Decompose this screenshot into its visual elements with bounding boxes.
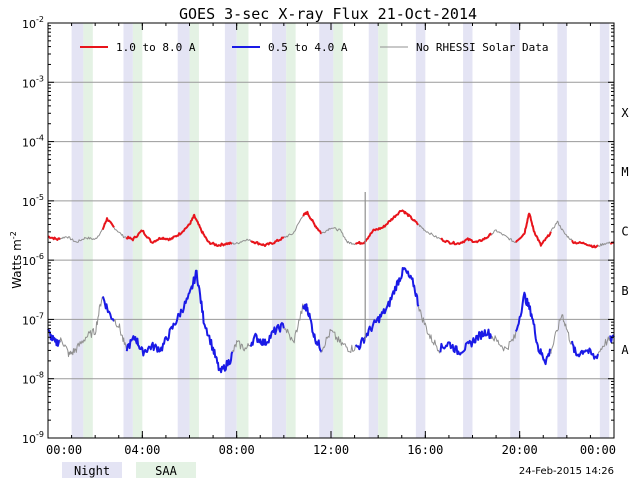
- series-line-short: [125, 269, 234, 374]
- saa-band: [83, 23, 93, 438]
- no-rhessi-segment: [550, 314, 573, 354]
- saa-band: [378, 23, 388, 438]
- x-tick-label: 20:00: [502, 443, 538, 457]
- band-legend-label: SAA: [155, 464, 177, 478]
- series-line-short: [609, 334, 615, 343]
- series-line-long: [250, 236, 285, 247]
- no-rhessi-segment: [550, 220, 573, 241]
- no-rhessi-segment: [283, 215, 304, 238]
- y-tick-label: 10-7: [22, 311, 44, 327]
- no-rhessi-segment: [231, 340, 252, 352]
- no-rhessi-segment: [418, 306, 441, 354]
- no-rhessi-segment: [490, 229, 517, 244]
- no-rhessi-segment: [490, 331, 517, 352]
- x-tick-label: 16:00: [407, 443, 443, 457]
- night-band: [510, 23, 520, 438]
- no-rhessi-segment: [231, 238, 252, 245]
- saa-band: [236, 23, 249, 438]
- flare-class-label: B: [621, 284, 628, 298]
- series-line-long: [515, 212, 552, 247]
- no-rhessi-segment: [321, 227, 356, 246]
- y-tick-labels: 10-2 10-3 10-4 10-5 10-6 10-7 10-8 10-9: [22, 15, 614, 446]
- chart-title: GOES 3-sec X-ray Flux 21-Oct-2014: [179, 5, 477, 23]
- series-line-short: [101, 296, 115, 322]
- data-series: [47, 191, 615, 374]
- y-tick-label: 10-8: [22, 371, 44, 387]
- legend-label: No RHESSI Solar Data: [416, 41, 548, 54]
- series-line-short: [249, 322, 285, 347]
- band-legend: Night SAA: [62, 462, 196, 478]
- y-tick-label: 10-9: [22, 430, 44, 446]
- night-band: [557, 23, 567, 438]
- x-tick-label: 00:00: [580, 443, 616, 457]
- night-band: [71, 23, 84, 438]
- series-line-long: [354, 209, 419, 245]
- legend-label: 1.0 to 8.0 A: [116, 41, 196, 54]
- band-legend-label: Night: [74, 464, 110, 478]
- night-band: [415, 23, 426, 438]
- night-band: [599, 23, 610, 438]
- series-line-long: [571, 239, 599, 249]
- x-tick-label: 04:00: [124, 443, 160, 457]
- legend-label: 0.5 to 4.0 A: [268, 41, 348, 54]
- series-line-long: [125, 213, 233, 247]
- night-band: [123, 23, 133, 438]
- no-rhessi-segment: [113, 227, 127, 239]
- y-axis-label: Watts m-2: [9, 231, 24, 289]
- no-rhessi-segment: [597, 335, 611, 355]
- no-rhessi-segment: [59, 296, 104, 358]
- night-band: [224, 23, 237, 438]
- no-rhessi-segment: [113, 319, 128, 352]
- no-rhessi-segment: [418, 224, 442, 240]
- saa-band: [189, 23, 199, 438]
- series-line-long: [47, 235, 62, 241]
- series-line-short: [571, 340, 599, 360]
- band-legend-swatch: [136, 462, 196, 478]
- saa-band: [132, 23, 143, 438]
- series-line-short: [439, 328, 493, 356]
- night-band: [463, 23, 473, 438]
- x-tick-label: 00:00: [46, 443, 82, 457]
- band-legend-swatch: [62, 462, 122, 478]
- flare-class-labels: X M C B A: [621, 106, 629, 357]
- y-tick-label: 10-2: [22, 15, 44, 31]
- flare-class-label: M: [621, 165, 628, 179]
- no-rhessi-segment: [597, 241, 611, 247]
- y-tick-label: 10-5: [22, 193, 44, 209]
- series-line-long: [101, 217, 115, 231]
- grid-lines: [48, 81, 614, 380]
- flare-class-label: A: [621, 343, 629, 357]
- series-line-short: [355, 267, 420, 351]
- series-line-long: [440, 232, 493, 246]
- series-line-long: [302, 210, 322, 235]
- y-tick-label: 10-3: [22, 74, 44, 90]
- y-tick-label: 10-6: [22, 252, 44, 268]
- series-line-short: [515, 291, 552, 366]
- series-line-short: [302, 303, 323, 353]
- x-tick-labels: 00:00 04:00 08:00 12:00 16:00 20:00 00:00: [46, 23, 616, 457]
- timestamp: 24-Feb-2015 14:26: [519, 466, 614, 477]
- flare-class-label: C: [621, 225, 628, 239]
- no-rhessi-segment: [59, 228, 103, 243]
- x-tick-label: 12:00: [313, 443, 349, 457]
- no-rhessi-segment: [283, 303, 304, 344]
- saa-band: [286, 23, 296, 438]
- flare-class-label: X: [621, 106, 629, 120]
- legend: 1.0 to 8.0 A 0.5 to 4.0 A No RHESSI Solar …: [80, 41, 548, 54]
- y-tick-label: 10-4: [22, 134, 44, 150]
- night-band: [272, 23, 287, 438]
- no-rhessi-segment: [321, 328, 356, 353]
- x-tick-label: 08:00: [219, 443, 255, 457]
